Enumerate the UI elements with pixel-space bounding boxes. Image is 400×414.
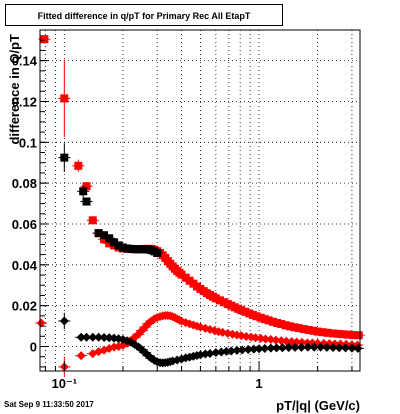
diamond-marker [334,343,344,353]
diamond-marker [296,342,306,352]
square-marker [252,312,261,321]
x-tick-label: 1 [255,376,262,391]
square-marker [100,231,109,240]
square-marker [82,197,91,206]
diamond-marker [322,342,332,352]
square-marker [237,306,246,315]
square-marker [354,331,363,340]
diamond-marker [278,343,288,353]
square-marker [285,322,294,331]
diamond-marker [290,342,300,352]
y-tick-label: 0 [30,339,37,354]
y-axis-title: difference in Q/pT [7,34,22,145]
y-tick-label: 0.14 [12,54,38,69]
square-marker [294,324,303,333]
square-marker [82,182,91,191]
diamond-marker [82,332,92,342]
square-marker [277,320,286,329]
square-marker [40,35,49,44]
square-marker [318,328,327,337]
diamond-marker [36,318,46,328]
square-marker [100,235,109,244]
square-marker [60,153,69,162]
diamond-marker [303,342,313,352]
diamond-marker [251,333,261,343]
square-marker [114,241,123,250]
diamond-marker [284,343,294,353]
square-marker [290,323,299,332]
square-marker [313,327,322,336]
square-marker [94,229,103,238]
square-marker [79,187,88,196]
y-tick-label: 0.04 [12,258,38,273]
grid-lines [40,30,360,371]
square-marker [60,94,69,103]
axes: 10⁻¹ 1 0 0.02 0.04 0.06 0.08 0.1 0.12 0.14 [12,39,353,391]
square-marker [211,294,220,303]
y-tick-label: 0.06 [12,217,37,232]
square-marker [118,243,127,252]
y-tick-label: 0.12 [12,94,37,109]
square-marker [304,325,313,334]
diamond-marker [211,348,221,358]
y-tick-label: 0.08 [12,176,37,191]
diamond-marker [59,316,69,326]
square-marker [177,270,186,279]
chart-title: Fitted difference in q/pT for Primary Re… [37,11,251,21]
square-marker [110,238,119,247]
diamond-marker [328,343,338,353]
y-tick-label: 0.1 [19,135,37,150]
diamond-marker [216,347,226,357]
diamond-marker [226,346,236,356]
square-marker [299,325,308,334]
diamond-marker [271,335,281,345]
diamond-marker [309,342,319,352]
chart-title-box: Fitted difference in q/pT for Primary Re… [5,4,283,26]
diamond-marker [261,334,271,344]
square-marker [74,161,83,170]
square-marker [256,313,265,322]
square-marker [309,326,318,335]
square-marker [264,316,273,325]
square-marker [88,216,97,225]
square-marker [105,239,114,248]
diamond-marker [260,344,270,354]
square-marker [281,321,290,330]
footer-timestamp: Sat Sep 9 11:33:50 2017 [4,400,94,409]
diamond-marker [205,348,215,358]
y-tick-label: 0.02 [12,299,37,314]
x-axis-title: pT/|q| (GeV/c) [276,398,360,413]
square-marker [269,317,278,326]
square-marker [153,248,162,257]
square-marker [105,234,114,243]
diamond-marker [76,351,86,361]
square-marker [323,328,332,337]
x-tick-label: 10⁻¹ [51,376,77,391]
data-points [35,35,365,378]
diamond-marker [316,342,326,352]
diamond-marker [340,343,350,353]
